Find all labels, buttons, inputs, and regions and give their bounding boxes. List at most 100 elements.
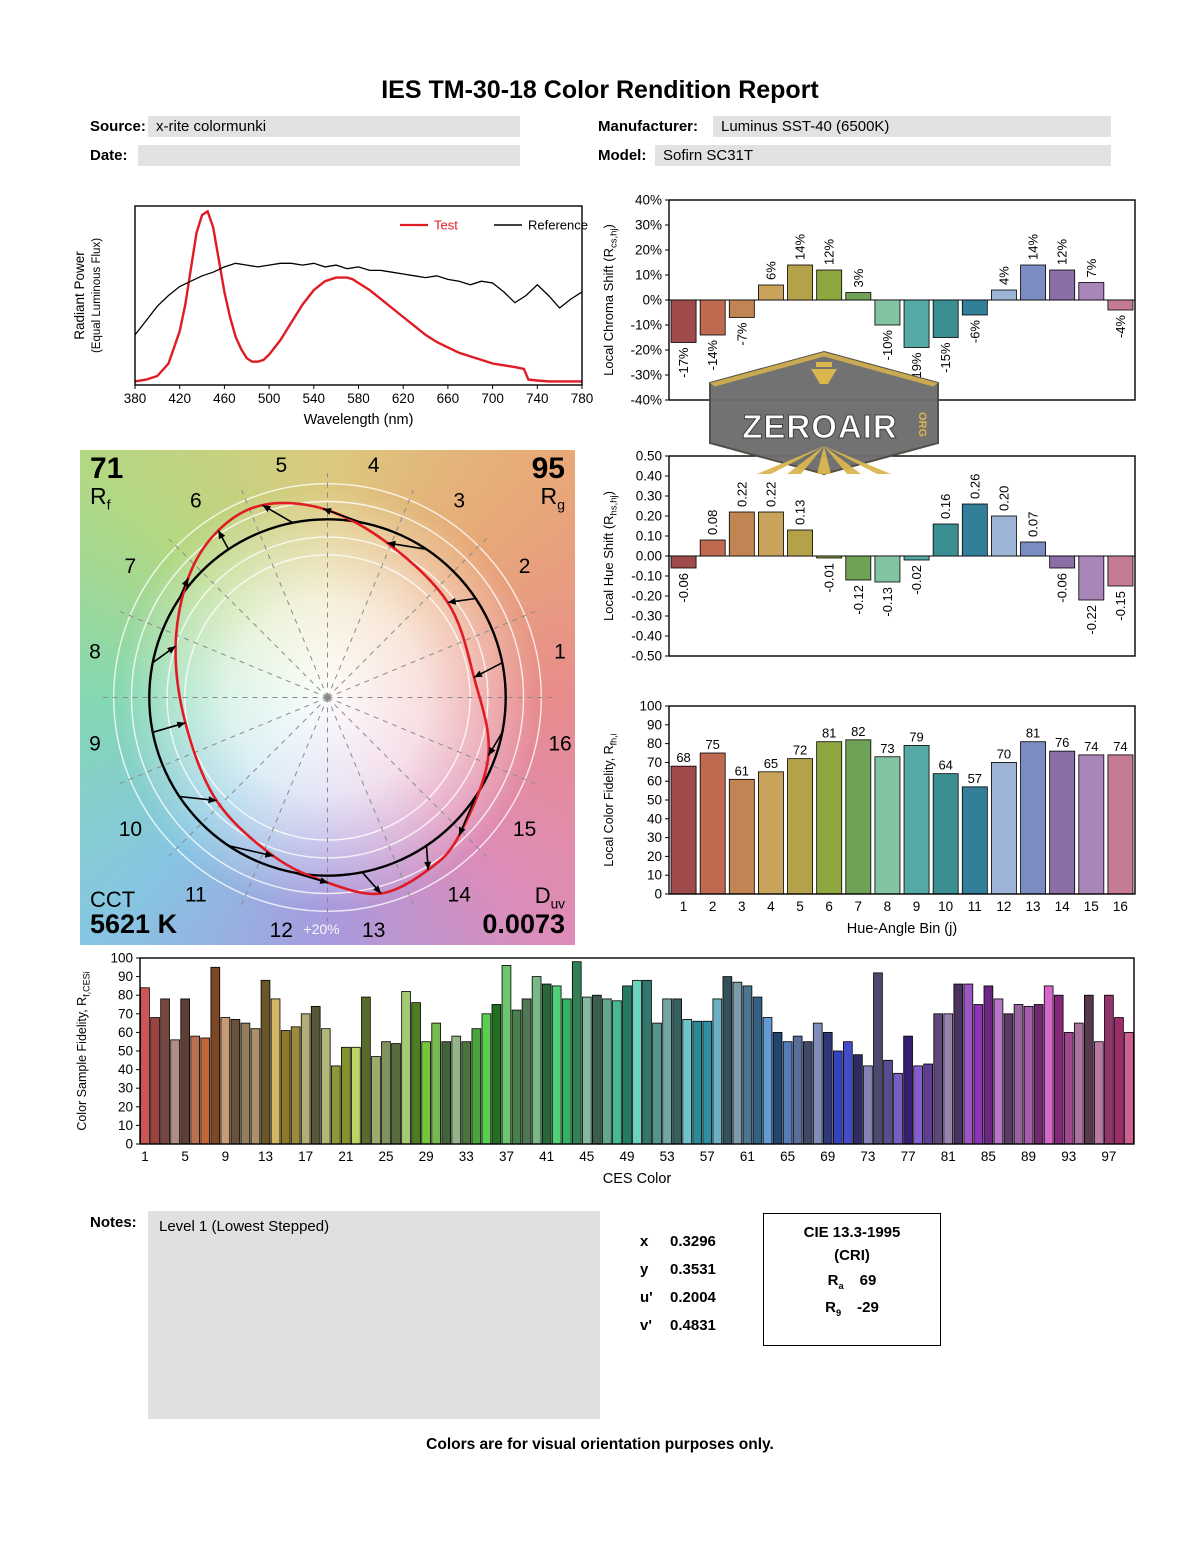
svg-text:89: 89 <box>1021 1149 1036 1164</box>
svg-text:-40%: -40% <box>630 393 662 408</box>
svg-text:0: 0 <box>125 1137 133 1152</box>
manufacturer-label: Manufacturer: <box>598 118 699 135</box>
svg-text:Reference: Reference <box>528 218 588 233</box>
svg-text:70: 70 <box>647 755 662 770</box>
svg-text:9: 9 <box>913 899 921 914</box>
svg-text:0.20: 0.20 <box>636 509 662 524</box>
svg-text:15: 15 <box>1084 899 1099 914</box>
svg-text:33: 33 <box>459 1149 474 1164</box>
svg-text:-7%: -7% <box>734 322 749 346</box>
svg-text:4: 4 <box>368 454 380 477</box>
svg-text:73: 73 <box>860 1149 875 1164</box>
svg-text:Color Sample Fidelity, Rf,CESi: Color Sample Fidelity, Rf,CESi​ <box>75 971 92 1130</box>
svg-text:61: 61 <box>735 763 749 778</box>
svg-text:6: 6 <box>190 489 202 512</box>
svg-text:3: 3 <box>453 489 465 512</box>
svg-text:620: 620 <box>392 391 415 406</box>
svg-text:0.40: 0.40 <box>636 469 662 484</box>
local-chroma-shift-chart: -40% -30% -20% -10% 0% 10% 20% 30% 40% -17% -14% -7… <box>597 186 1147 443</box>
svg-text:0.07: 0.07 <box>1026 512 1041 537</box>
svg-text:9: 9 <box>222 1149 230 1164</box>
footer-note: Colors are for visual orientation purpos… <box>426 1436 774 1453</box>
cri-title: CIE 13.3-1995 <box>803 1224 901 1241</box>
svg-text:4: 4 <box>767 899 775 914</box>
svg-text:53: 53 <box>660 1149 675 1164</box>
svg-text:10%: 10% <box>635 268 662 283</box>
svg-text:660: 660 <box>437 391 460 406</box>
notes-box[interactable]: Level 1 (Lowest Stepped) <box>148 1211 600 1419</box>
svg-text:5: 5 <box>796 899 804 914</box>
svg-text:420: 420 <box>168 391 191 406</box>
rf-score: 71 Rf <box>90 452 124 514</box>
source-field[interactable]: x-rite colormunki <box>148 116 520 137</box>
svg-text:60: 60 <box>647 774 662 789</box>
svg-text:540: 540 <box>303 391 326 406</box>
svg-text:74: 74 <box>1113 739 1127 754</box>
svg-text:25: 25 <box>378 1149 393 1164</box>
svg-text:-0.10: -0.10 <box>631 569 662 584</box>
svg-text:9: 9 <box>89 733 101 756</box>
local-hue-shift-chart: -0.50 -0.40 -0.30 -0.20 -0.10 0.00 0.10 0.20 0.3… <box>597 444 1147 679</box>
svg-text:-10%: -10% <box>630 318 662 333</box>
svg-text:7: 7 <box>855 899 863 914</box>
svg-text:ZEROAIR: ZEROAIR <box>742 408 898 445</box>
svg-text:60: 60 <box>118 1025 133 1040</box>
svg-text:-15%: -15% <box>938 342 953 373</box>
svg-text:2: 2 <box>709 899 717 914</box>
svg-text:Wavelength (nm): Wavelength (nm) <box>304 412 414 428</box>
chromaticity-row: y 0.3531 <box>640 1261 716 1278</box>
svg-text:0.22: 0.22 <box>763 482 778 507</box>
svg-text:14: 14 <box>448 884 472 907</box>
svg-text:72: 72 <box>793 743 807 758</box>
svg-text:100: 100 <box>639 699 662 714</box>
svg-text:10: 10 <box>938 899 953 914</box>
svg-text:81: 81 <box>1026 726 1040 741</box>
svg-text:500: 500 <box>258 391 281 406</box>
cri-r9-row: R9 -29 <box>825 1299 879 1318</box>
svg-text:Test: Test <box>434 218 458 233</box>
svg-text:1: 1 <box>680 899 688 914</box>
svg-text:-10%: -10% <box>880 330 895 361</box>
svg-text:-17%: -17% <box>676 347 691 378</box>
svg-text:65: 65 <box>764 756 778 771</box>
svg-text:13: 13 <box>362 919 385 942</box>
svg-text:0.20: 0.20 <box>996 486 1011 511</box>
svg-text:11: 11 <box>968 899 982 914</box>
svg-text:3: 3 <box>738 899 746 914</box>
rg-score: 95 Rg <box>531 452 565 514</box>
manufacturer-field[interactable]: Luminus SST-40 (6500K) <box>713 116 1111 137</box>
svg-text:+20%: +20% <box>303 921 339 937</box>
svg-text:21: 21 <box>338 1149 353 1164</box>
chromaticity-row: v' 0.4831 <box>640 1317 716 1334</box>
zeroair-watermark: ZEROAIR ORG <box>708 350 940 476</box>
svg-text:-0.12: -0.12 <box>851 585 866 615</box>
svg-text:29: 29 <box>419 1149 434 1164</box>
svg-text:13: 13 <box>1026 899 1041 914</box>
svg-text:100: 100 <box>110 951 133 966</box>
color-vector-overlay: 1 2 3 4 5 6 7 8 9 10 11 12 13 14 15 16 +20% <box>80 450 575 945</box>
svg-text:4%: 4% <box>996 266 1011 285</box>
svg-text:90: 90 <box>118 969 133 984</box>
notes-text: Level 1 (Lowest Stepped) <box>159 1218 330 1235</box>
svg-text:0: 0 <box>654 887 662 902</box>
svg-text:30: 30 <box>118 1081 133 1096</box>
svg-text:10: 10 <box>647 868 662 883</box>
svg-text:Local Color Fidelity, Rfh,i​: Local Color Fidelity, Rfh,i​ <box>602 733 619 866</box>
svg-text:41: 41 <box>539 1149 554 1164</box>
svg-text:37: 37 <box>499 1149 514 1164</box>
svg-text:16: 16 <box>1113 899 1128 914</box>
svg-text:0%: 0% <box>642 293 662 308</box>
svg-text:70: 70 <box>997 746 1011 761</box>
svg-text:50: 50 <box>647 793 662 808</box>
svg-text:-0.50: -0.50 <box>631 649 662 664</box>
model-field[interactable]: Sofirn SC31T <box>655 145 1111 166</box>
svg-text:Local Hue Shift (Rhs,hj​): Local Hue Shift (Rhs,hj​) <box>601 491 620 621</box>
svg-text:700: 700 <box>481 391 504 406</box>
svg-text:12%: 12% <box>822 239 837 265</box>
cct-value: CCT 5621 K <box>90 887 178 940</box>
svg-text:82: 82 <box>851 724 865 739</box>
svg-text:13: 13 <box>258 1149 273 1164</box>
date-field[interactable] <box>138 145 520 166</box>
svg-text:-0.06: -0.06 <box>1055 573 1070 603</box>
